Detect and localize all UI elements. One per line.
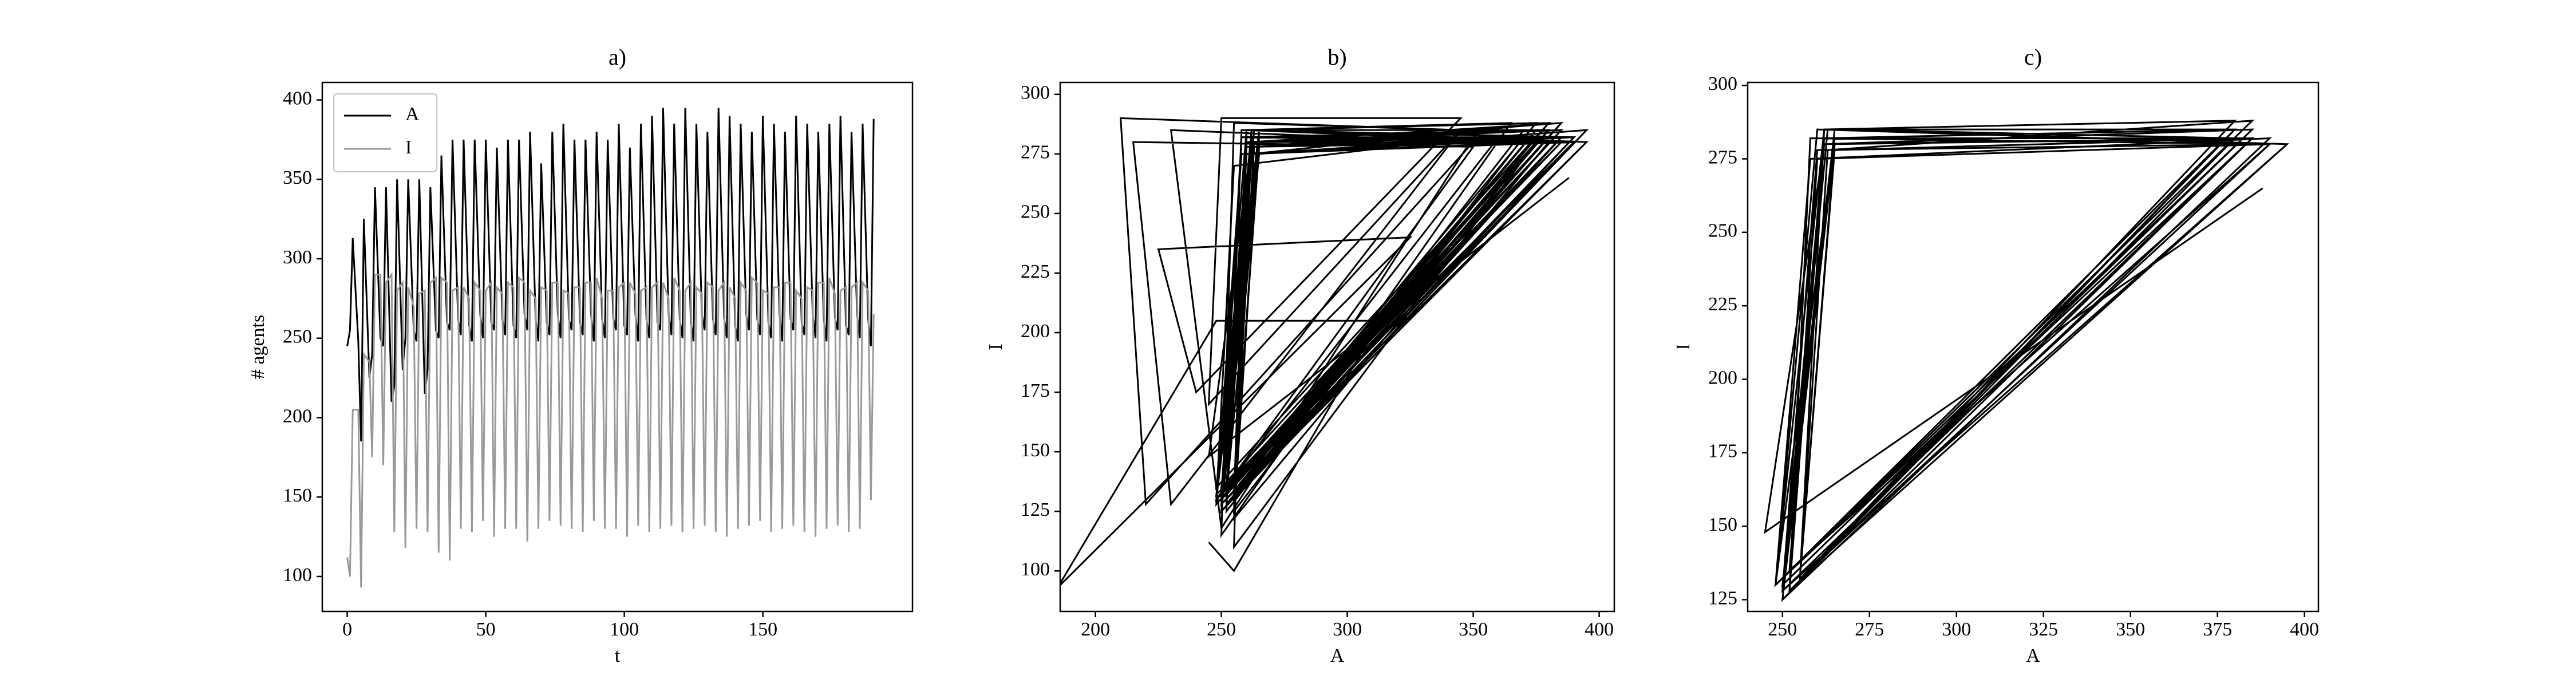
axes-frame	[321, 81, 914, 613]
y-tick-label: 125	[1021, 499, 1050, 520]
legend-label: A	[405, 104, 420, 125]
data-line	[346, 108, 875, 442]
x-tick-label: 200	[1081, 619, 1110, 640]
x-axis-label: A	[1330, 645, 1345, 666]
x-tick-label: 250	[1768, 619, 1797, 640]
axes-frame	[1747, 81, 2320, 613]
x-tick-label: 400	[1585, 619, 1614, 640]
y-tick-label: 200	[1708, 367, 1737, 388]
y-tick-label: 250	[1021, 202, 1050, 223]
x-tick-label: 400	[2290, 619, 2319, 640]
phase-line	[1060, 117, 1589, 587]
y-tick-label: 275	[1021, 142, 1050, 163]
data-line	[346, 272, 875, 588]
y-tick-label: 400	[283, 88, 312, 109]
y-tick-label: 300	[1708, 73, 1737, 94]
x-tick-label: 0	[342, 619, 352, 640]
x-tick-label: 350	[1459, 619, 1488, 640]
subplot-title: c)	[2024, 44, 2042, 70]
y-tick-label: 150	[1708, 514, 1737, 535]
subplot: 200 250 300 350 400 100 125 150 175 200 225 250 275 3…	[985, 44, 1615, 666]
y-tick-label: 175	[1021, 380, 1050, 401]
x-tick-label: 150	[748, 619, 777, 640]
y-tick-label: 250	[1708, 220, 1737, 242]
x-tick-label: 250	[1207, 619, 1236, 640]
y-tick-label: 150	[1021, 440, 1050, 461]
y-tick-label: 225	[1021, 261, 1050, 282]
y-tick-label: 250	[283, 326, 312, 348]
y-tick-label: 225	[1708, 294, 1737, 315]
y-tick-label: 350	[283, 167, 312, 188]
axes-frame	[1059, 81, 1615, 613]
y-tick-label: 100	[283, 564, 312, 586]
x-axis-label: A	[2026, 645, 2040, 666]
subplot-title: a)	[609, 44, 626, 70]
x-tick-label: 350	[2116, 619, 2145, 640]
x-tick-label: 300	[1333, 619, 1362, 640]
subplot: 0 50 100 150 100 150 200 250 300 350 400 a) t # agent…	[247, 44, 914, 666]
y-axis-label: I	[985, 344, 1006, 350]
y-tick-label: 150	[283, 485, 312, 506]
y-axis-label: I	[1673, 344, 1694, 350]
y-tick-label: 125	[1708, 587, 1737, 609]
x-tick-label: 300	[1942, 619, 1971, 640]
y-tick-label: 200	[1021, 321, 1050, 342]
x-tick-label: 275	[1855, 619, 1884, 640]
y-axis-label: # agents	[247, 315, 268, 379]
x-tick-label: 325	[2029, 619, 2058, 640]
y-tick-label: 275	[1708, 147, 1737, 168]
x-tick-label: 375	[2203, 619, 2232, 640]
legend-label: I	[405, 137, 412, 158]
x-tick-label: 100	[610, 619, 639, 640]
subplot: 250 275 300 325 350 375 400 125 150 175 200 225 250 2…	[1673, 44, 2320, 666]
x-tick-label: 50	[476, 619, 496, 640]
y-tick-label: 300	[1021, 82, 1050, 104]
y-tick-label: 100	[1021, 559, 1050, 580]
phase-line	[1764, 119, 2290, 602]
legend-box	[333, 93, 438, 173]
y-tick-label: 300	[283, 247, 312, 268]
y-tick-label: 175	[1708, 441, 1737, 462]
y-tick-label: 200	[283, 405, 312, 427]
subplot-title: b)	[1327, 44, 1346, 70]
x-axis-label: t	[615, 645, 621, 666]
